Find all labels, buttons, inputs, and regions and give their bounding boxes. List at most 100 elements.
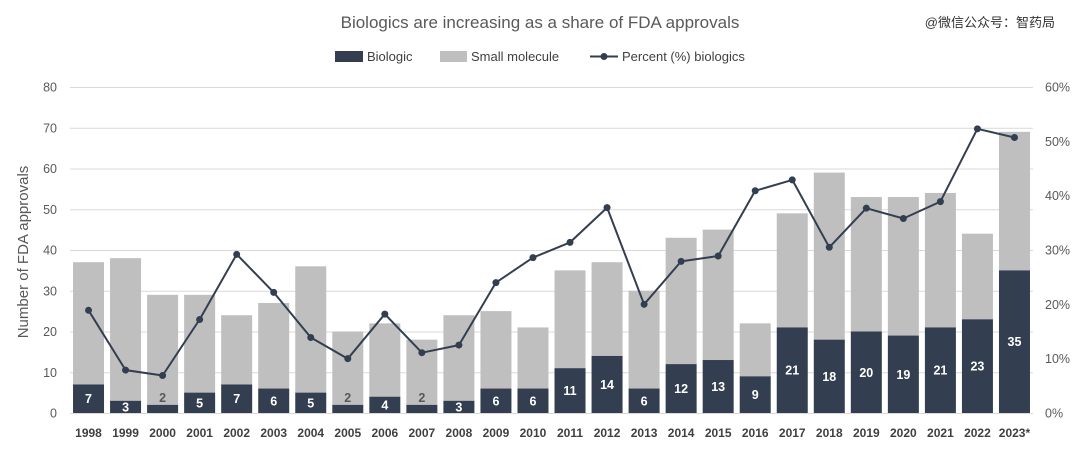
- data-label-biologic: 20: [859, 366, 873, 380]
- bar-small-molecule: [184, 294, 216, 393]
- bar-biologic: [850, 331, 882, 413]
- x-tick-label: 2018: [816, 426, 843, 440]
- legend-item-percent-biologics: Percent (%) biologics: [590, 49, 745, 64]
- bar-biologic: [591, 355, 623, 413]
- bar-small-molecule: [739, 323, 771, 377]
- percent-point: [529, 254, 537, 262]
- bar-small-molecule: [332, 331, 364, 405]
- percent-point: [862, 204, 870, 212]
- x-tick-label: 1998: [75, 426, 102, 440]
- x-tick-label: 2019: [853, 426, 880, 440]
- y-axis-label: Number of FDA approvals: [15, 166, 32, 339]
- bar-small-molecule: [961, 233, 993, 320]
- bar-small-molecule: [147, 294, 179, 405]
- percent-point: [603, 204, 611, 212]
- data-label-biologic: 5: [196, 396, 203, 410]
- data-label-biologic: 23: [970, 360, 984, 374]
- x-tick-label: 2009: [483, 426, 510, 440]
- percent-point: [85, 306, 93, 314]
- x-tick-label: 2022: [964, 426, 991, 440]
- bar-biologic: [332, 404, 364, 413]
- x-tick-label: 2012: [594, 426, 621, 440]
- bar-biologic: [295, 392, 327, 413]
- percent-point: [196, 316, 204, 324]
- bar-small-molecule: [776, 213, 808, 328]
- legend: Biologic Small molecule Percent (%) biol…: [335, 49, 745, 64]
- x-tick-label: 2023*: [999, 426, 1031, 440]
- x-tick-label: 2017: [779, 426, 806, 440]
- x-tick-label: 2015: [705, 426, 732, 440]
- y-tick-label: 10: [43, 366, 57, 380]
- bar-biologic: [443, 400, 475, 413]
- percent-point: [270, 288, 278, 296]
- bar-small-molecule: [702, 229, 734, 361]
- data-label-biologic: 21: [785, 364, 799, 378]
- data-label-biologic: 21: [933, 364, 947, 378]
- bar-biologic: [739, 376, 771, 413]
- bar-biologic: [961, 319, 993, 413]
- bar-biologic: [998, 270, 1030, 413]
- y-axis-right-ticks: 0% 10% 20% 30% 40% 50% 60%: [1045, 81, 1070, 421]
- x-tick-label: 2005: [334, 426, 361, 440]
- data-label-biologic: 6: [270, 394, 277, 408]
- bar-small-molecule: [554, 270, 586, 369]
- y-tick-label: 30: [43, 284, 57, 298]
- percent-point: [307, 333, 315, 341]
- data-label-biologic: 6: [492, 394, 499, 408]
- data-label-biologic: 12: [674, 382, 688, 396]
- y-tick-label: 80: [43, 81, 57, 95]
- x-tick-label: 2004: [297, 426, 324, 440]
- bar-biologic: [406, 404, 438, 413]
- percent-point: [122, 366, 130, 374]
- data-label-biologic: 4: [381, 398, 388, 412]
- bar-biologic: [887, 335, 919, 413]
- percent-point: [936, 198, 944, 206]
- bar-small-molecule: [813, 172, 845, 340]
- y-tick-label: 70: [43, 121, 57, 135]
- legend-swatch-small-molecule: [440, 51, 467, 62]
- x-axis-ticks: 1998 1999 2000 2001 2002 2003 2004 2005 2006 2007…: [75, 426, 1030, 440]
- bar-biologic: [517, 388, 549, 413]
- data-label-biologic: 5: [307, 396, 314, 410]
- bar-biologic: [147, 404, 179, 413]
- bar-biologic: [702, 360, 734, 413]
- y2-tick-label: 50%: [1045, 135, 1070, 149]
- bar-biologic: [184, 392, 216, 413]
- y-axis-left-ticks: 0 10 20 30 40 50 60 70 80: [43, 81, 57, 421]
- x-tick-label: 2003: [260, 426, 287, 440]
- legend-swatch-biologic: [335, 51, 363, 62]
- x-tick-label: 2014: [668, 426, 695, 440]
- y2-tick-label: 30%: [1045, 244, 1070, 258]
- x-tick-label: 2011: [557, 426, 583, 440]
- data-label-biologic: 13: [711, 380, 725, 394]
- bars: [73, 131, 1030, 413]
- bar-small-molecule: [295, 266, 327, 393]
- x-tick-label: 2006: [371, 426, 398, 440]
- percent-point: [455, 341, 463, 349]
- legend-label-small-molecule: Small molecule: [471, 49, 559, 64]
- y-tick-label: 60: [43, 162, 57, 176]
- chart-title: Biologics are increasing as a share of F…: [341, 13, 740, 32]
- data-label-biologic: 11: [563, 384, 576, 398]
- bar-small-molecule: [665, 237, 697, 365]
- percent-point: [825, 243, 833, 251]
- bar-small-molecule: [850, 197, 882, 332]
- bar-biologic: [221, 384, 253, 413]
- percent-point: [344, 355, 352, 363]
- data-label-biologic: 3: [122, 400, 129, 414]
- bar-small-molecule: [258, 302, 290, 389]
- data-label-biologic: 7: [85, 392, 92, 406]
- bar-biologic: [628, 388, 660, 413]
- percent-line: [85, 125, 1018, 380]
- percent-point: [233, 250, 241, 258]
- data-label-biologic: 9: [752, 388, 759, 402]
- percent-biologics-line: [87, 127, 1015, 377]
- y-tick-label: 40: [43, 244, 57, 258]
- data-label-biologic: 35: [1008, 335, 1022, 349]
- x-tick-label: 2013: [631, 426, 658, 440]
- x-tick-label: 2021: [927, 426, 954, 440]
- legend-marker-percent: [600, 53, 608, 60]
- data-label-biologic: 14: [600, 378, 614, 392]
